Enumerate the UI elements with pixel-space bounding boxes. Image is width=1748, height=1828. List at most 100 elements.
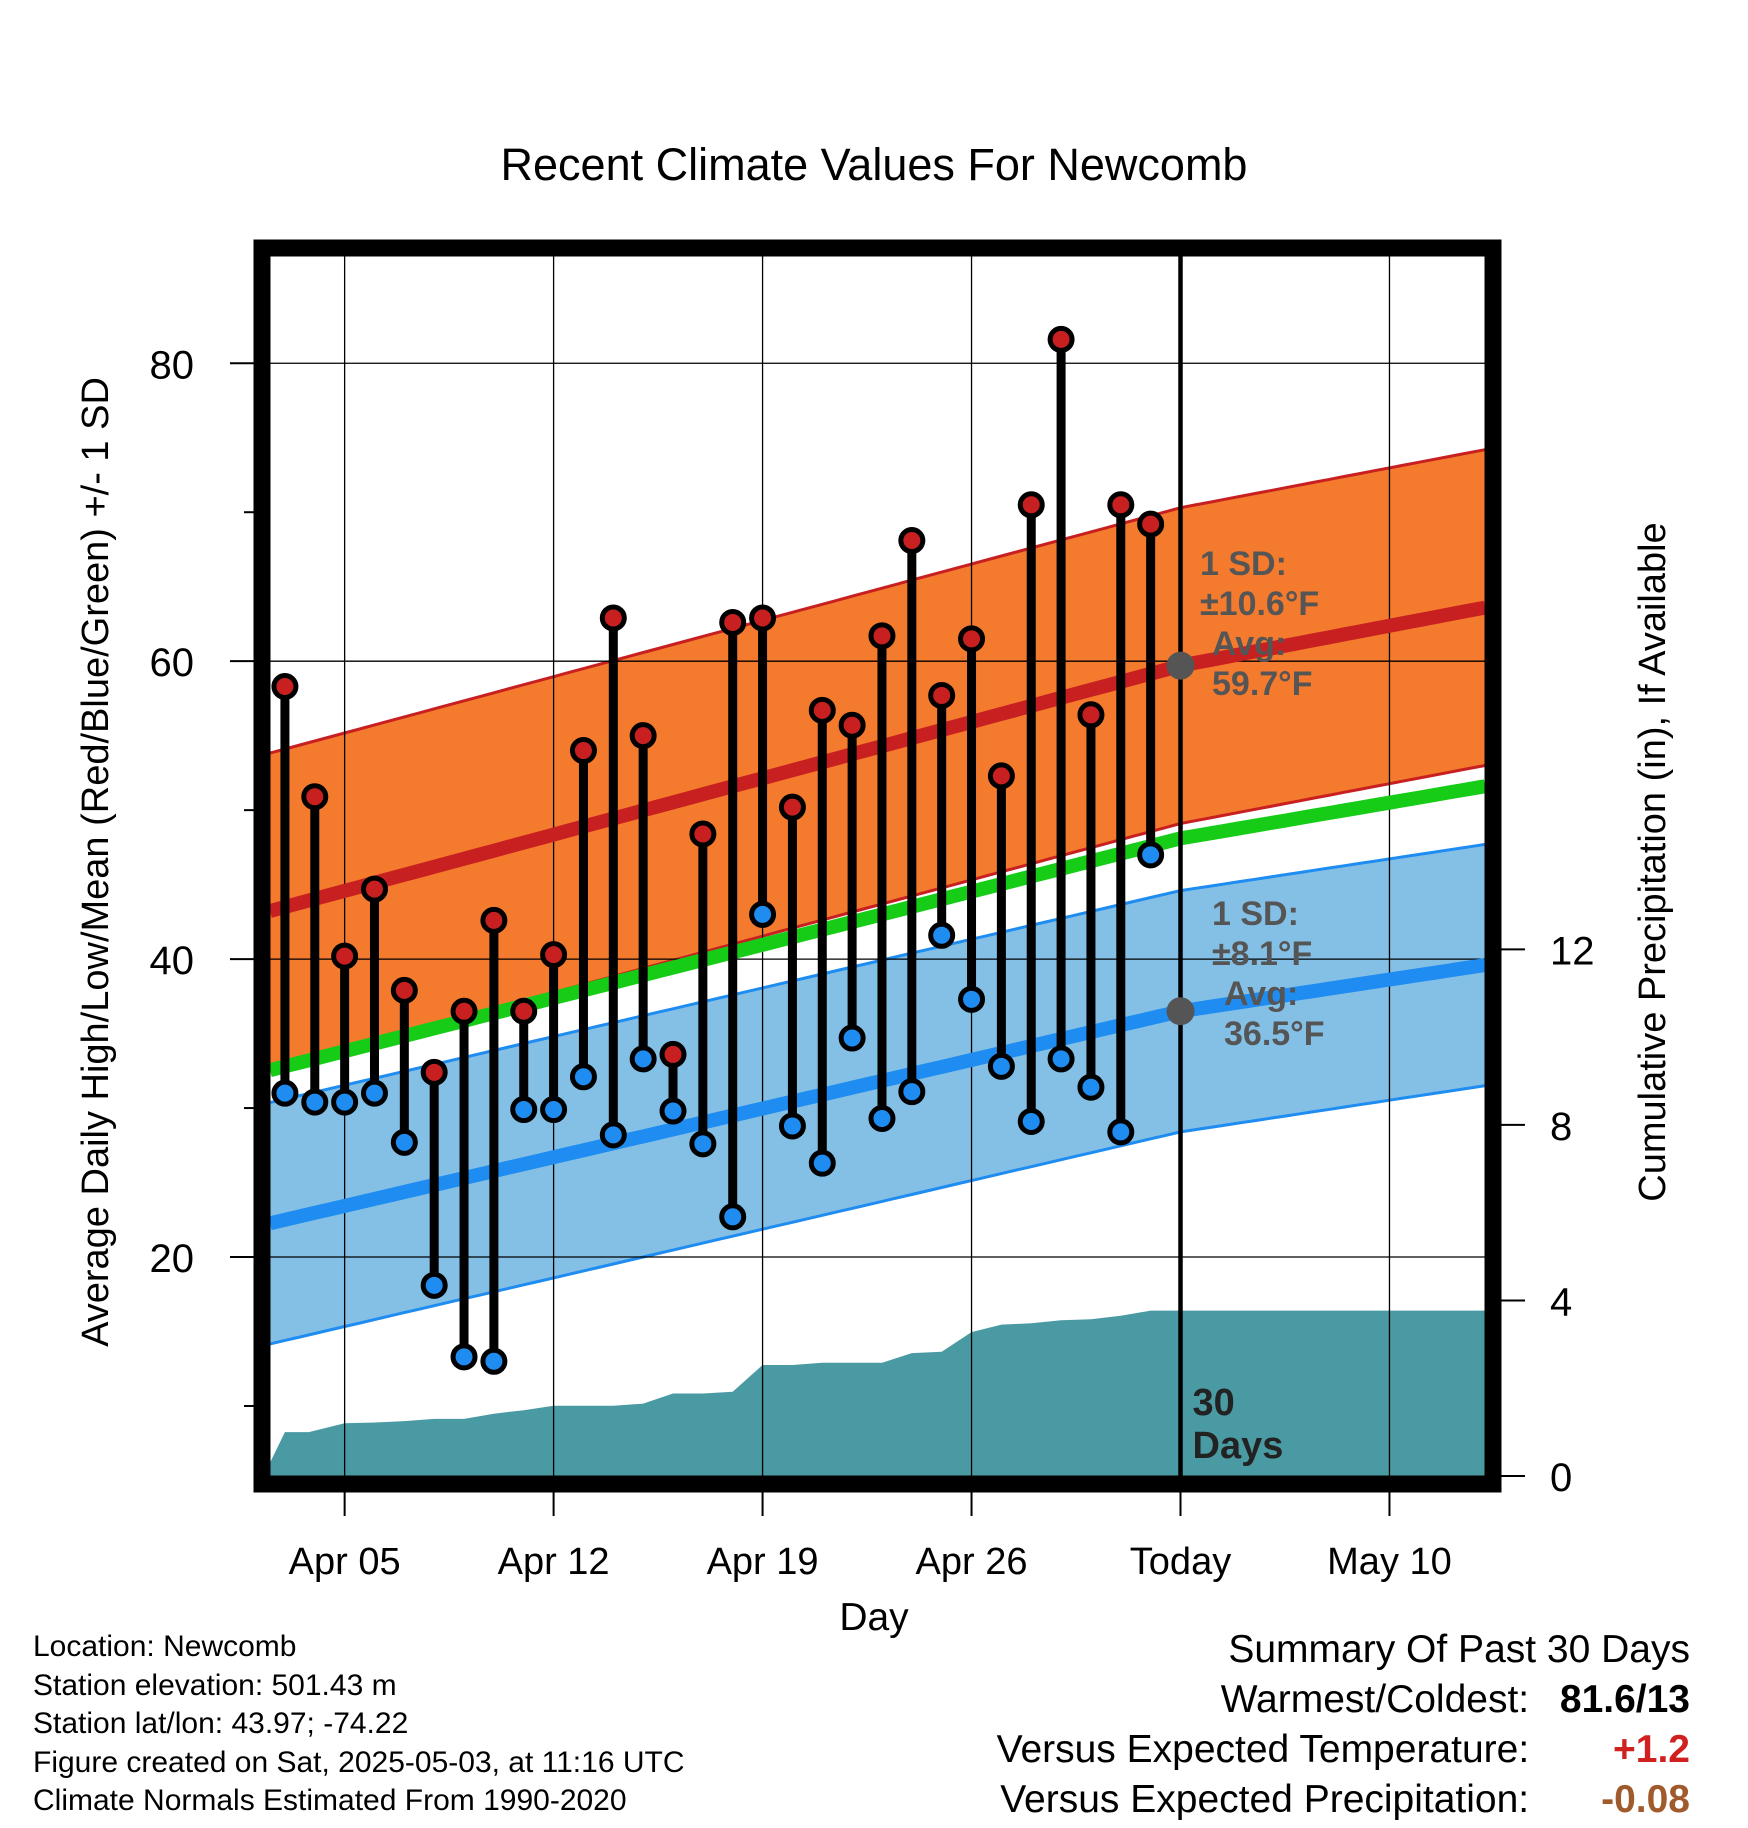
y-tick-label: 60: [150, 641, 195, 685]
daily-low-point: [450, 1343, 478, 1371]
daily-low-point: [271, 1079, 299, 1107]
daily-high-point: [450, 997, 478, 1025]
daily-low-point: [599, 1121, 627, 1149]
high-upper-edge: [269, 448, 1486, 755]
normal-annotation: 1 SD: ±10.6°F Avg: 59.7°F: [1200, 545, 1319, 703]
daily-high-point: [540, 941, 568, 969]
daily-low-point: [301, 1088, 329, 1116]
daily-high-point: [420, 1058, 448, 1086]
daily-low-point: [898, 1078, 926, 1106]
y-tick-label: 40: [150, 939, 195, 983]
daily-high-point: [659, 1040, 687, 1068]
daily-low-point: [420, 1271, 448, 1299]
summary-temp-row: Versus Expected Temperature: +1.2: [997, 1725, 1690, 1775]
daily-high-point: [390, 976, 418, 1004]
daily-high-point: [838, 711, 866, 739]
daily-high-point: [629, 722, 657, 750]
daily-high-point: [301, 783, 329, 811]
high-normal-marker: [1166, 651, 1195, 680]
daily-high-point: [360, 875, 388, 903]
station-latlon: Station lat/lon: 43.97; -74.22: [33, 1707, 409, 1740]
figure-created: Figure created on Sat, 2025-05-03, at 11…: [33, 1745, 685, 1779]
x-tick-label: Apr 26: [916, 1541, 1028, 1583]
station-elevation: Station elevation: 501.43 m: [33, 1668, 397, 1702]
x-axis-label: Day: [839, 1596, 909, 1639]
daily-high-point: [1017, 491, 1045, 519]
daily-high-point: [599, 604, 627, 632]
daily-low-point: [808, 1149, 836, 1177]
y-tick-label: 20: [150, 1237, 195, 1281]
normal-annotation-line: 1 SD:: [1200, 545, 1287, 583]
summary-warmest-value: 81.6/13: [1559, 1678, 1690, 1721]
low-lower-edge: [269, 1084, 1486, 1346]
y-tick-label: 80: [150, 343, 195, 387]
daily-low-point: [1017, 1107, 1045, 1135]
y-right-tick-label: 0: [1550, 1456, 1572, 1500]
x-tick-label: May 10: [1327, 1541, 1452, 1583]
normal-annotation-line: Avg:: [1212, 625, 1286, 663]
daily-low-point: [659, 1097, 687, 1125]
daily-low-point: [331, 1088, 359, 1116]
daily-low-point: [360, 1079, 388, 1107]
daily-low-point: [928, 921, 956, 949]
summary-precip-value: -0.08: [1601, 1778, 1690, 1821]
summary-precip-row: Versus Expected Precipitation: -0.08: [997, 1775, 1690, 1825]
x-tick-label: Apr 05: [289, 1541, 401, 1583]
daily-low-point: [1137, 841, 1165, 869]
chart-title: Recent Climate Values For Newcomb: [501, 139, 1248, 190]
daily-low-point: [749, 900, 777, 928]
daily-high-point: [1107, 491, 1135, 519]
daily-high-point: [1047, 325, 1075, 353]
today-window-label-line: Days: [1193, 1425, 1284, 1467]
daily-low-point: [1047, 1045, 1075, 1073]
daily-high-point: [987, 762, 1015, 790]
daily-low-point: [1077, 1073, 1105, 1101]
daily-low-point: [987, 1052, 1015, 1080]
y-right-tick-label: 8: [1550, 1105, 1572, 1149]
daily-high-point: [719, 608, 747, 636]
daily-low-point: [838, 1024, 866, 1052]
daily-high-point: [689, 820, 717, 848]
summary-warmest-label: Warmest/Coldest:: [1220, 1678, 1530, 1721]
daily-low-point: [689, 1130, 717, 1158]
y-axis-label: Average Daily High/Low/Mean (Red/Blue/Gr…: [75, 377, 117, 1347]
daily-high-point: [271, 673, 299, 701]
station-info: Location: Newcomb Station elevation: 501…: [33, 1628, 685, 1821]
daily-low-point: [958, 985, 986, 1013]
station-location: Location: Newcomb: [33, 1630, 297, 1663]
summary-temp-label: Versus Expected Temperature:: [996, 1728, 1530, 1771]
y-right-tick-label: 12: [1550, 929, 1595, 973]
normal-annotation-line: 1 SD:: [1212, 895, 1299, 933]
y-right-axis-label: Cumulative Precipitation (in), If Availa…: [1632, 522, 1674, 1201]
daily-high-point: [928, 681, 956, 709]
x-tick-label: Apr 12: [498, 1541, 610, 1583]
daily-low-point: [480, 1347, 508, 1375]
summary-panel: Summary Of Past 30 Days Warmest/Coldest:…: [997, 1625, 1690, 1825]
summary-temp-value: +1.2: [1613, 1728, 1690, 1771]
x-tick-label: Apr 19: [707, 1541, 819, 1583]
daily-low-point: [510, 1096, 538, 1124]
daily-high-point: [868, 622, 896, 650]
daily-high-point: [808, 696, 836, 724]
summary-title: Summary Of Past 30 Days: [1228, 1628, 1690, 1671]
daily-high-point: [749, 604, 777, 632]
precip-area: [270, 1310, 1485, 1476]
normal-annotation-line: ±10.6°F: [1200, 585, 1319, 623]
daily-low-point: [390, 1128, 418, 1156]
daily-high-point: [1077, 701, 1105, 729]
daily-low-point: [868, 1104, 896, 1132]
summary-warmest-row: Warmest/Coldest: 81.6/13: [997, 1675, 1690, 1725]
normal-annotation-line: 59.7°F: [1212, 665, 1313, 703]
daily-high-point: [480, 906, 508, 934]
daily-high-point: [958, 625, 986, 653]
normals-period: Climate Normals Estimated From 1990-2020: [33, 1784, 627, 1817]
summary-precip-label: Versus Expected Precipitation:: [1000, 1778, 1530, 1821]
daily-high-point: [331, 942, 359, 970]
daily-low-point: [778, 1112, 806, 1140]
normal-annotation: 1 SD: ±8.1°F Avg: 36.5°F: [1212, 895, 1325, 1053]
daily-low-point: [1107, 1118, 1135, 1146]
x-tick-label: Today: [1130, 1541, 1231, 1583]
today-window-label-line: 30: [1193, 1382, 1235, 1424]
daily-high-point: [898, 527, 926, 555]
